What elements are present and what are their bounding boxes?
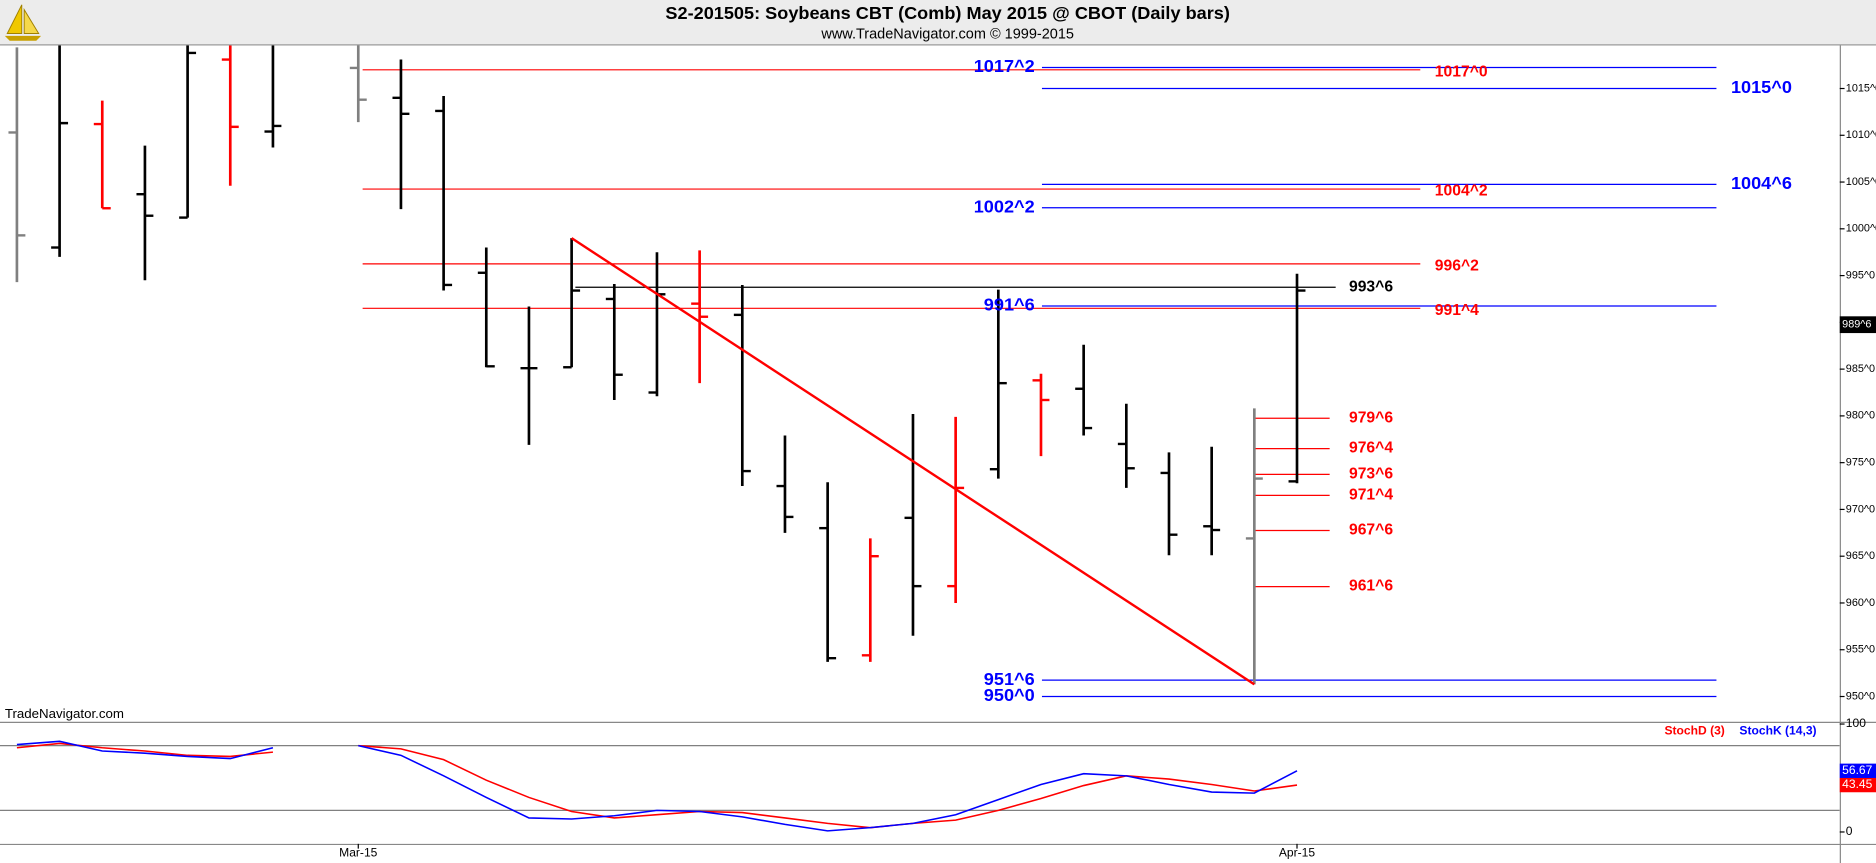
source-label: TradeNavigator.com — [5, 706, 124, 721]
legend-entry: StochK (14,3) — [1739, 724, 1816, 738]
y-tick-label: 1010^0 — [1846, 129, 1876, 141]
y-tick-label: 100 — [1846, 716, 1866, 730]
chart-title: S2-201505: Soybeans CBT (Comb) May 2015 … — [665, 3, 1229, 23]
price-panel — [8, 45, 1717, 698]
y-tick-label: 950^0 — [1846, 690, 1875, 702]
y-tick-label: 970^0 — [1846, 503, 1875, 515]
axes: 950^0 955^0 960^0 965^0 970^0 975^0 980^0 985^0… — [339, 82, 1876, 860]
level-label: 1004^2 — [1435, 183, 1488, 200]
y-tick-label: 1015^0 — [1846, 82, 1876, 94]
legend-entry: StochD (3) — [1664, 724, 1724, 738]
indicator-line — [16, 740, 1298, 832]
x-tick-label: Apr-15 — [1279, 846, 1316, 860]
level-label: 996^2 — [1435, 257, 1479, 274]
y-tick-label: 995^0 — [1846, 269, 1875, 281]
y-tick-label: 0 — [1846, 824, 1853, 838]
y-tick-label: 1000^0 — [1846, 223, 1876, 235]
level-label: 993^6 — [1349, 278, 1393, 295]
y-tick-label: 960^0 — [1846, 597, 1875, 609]
level-label: 973^6 — [1349, 466, 1393, 483]
level-label: 976^4 — [1349, 440, 1393, 457]
level-label: 971^4 — [1349, 487, 1393, 504]
y-tick-label: 965^0 — [1846, 550, 1875, 562]
level-label: 1015^0 — [1731, 77, 1792, 97]
level-label: 967^6 — [1349, 522, 1393, 539]
last-price-label: 989^6 — [1842, 319, 1871, 331]
indicator-value-box — [1839, 763, 1876, 778]
level-label: 1004^6 — [1731, 173, 1792, 193]
indicator-value-box — [1839, 777, 1876, 793]
y-tick-label: 1005^0 — [1846, 176, 1876, 188]
level-label: 991^6 — [984, 295, 1035, 315]
level-label: 951^6 — [984, 669, 1035, 689]
indicator-value-label: 43.45 — [1842, 777, 1873, 791]
x-tick-label: Mar-15 — [339, 846, 378, 860]
last-price-box — [1839, 316, 1876, 334]
indicator-value-label: 56.67 — [1842, 763, 1873, 777]
y-tick-label: 985^0 — [1846, 363, 1875, 375]
logo — [4, 4, 42, 41]
indicator-line — [16, 742, 1298, 829]
level-label: 991^4 — [1435, 302, 1479, 319]
level-label: 1002^2 — [974, 197, 1035, 217]
level-label: 950^0 — [984, 685, 1035, 705]
level-label: 1017^0 — [1435, 63, 1488, 80]
y-tick-label: 975^0 — [1846, 457, 1875, 469]
y-tick-label: 980^0 — [1846, 410, 1875, 422]
header-band — [0, 0, 1876, 45]
stoch-panel — [0, 740, 1840, 832]
level-label: 961^6 — [1349, 578, 1393, 595]
level-label: 979^6 — [1349, 409, 1393, 426]
level-label: 1017^2 — [974, 56, 1035, 76]
y-tick-label: 955^0 — [1846, 644, 1875, 656]
trend-line — [570, 237, 1255, 686]
chart-subtitle: www.TradeNavigator.com © 1999-2015 — [820, 27, 1074, 43]
